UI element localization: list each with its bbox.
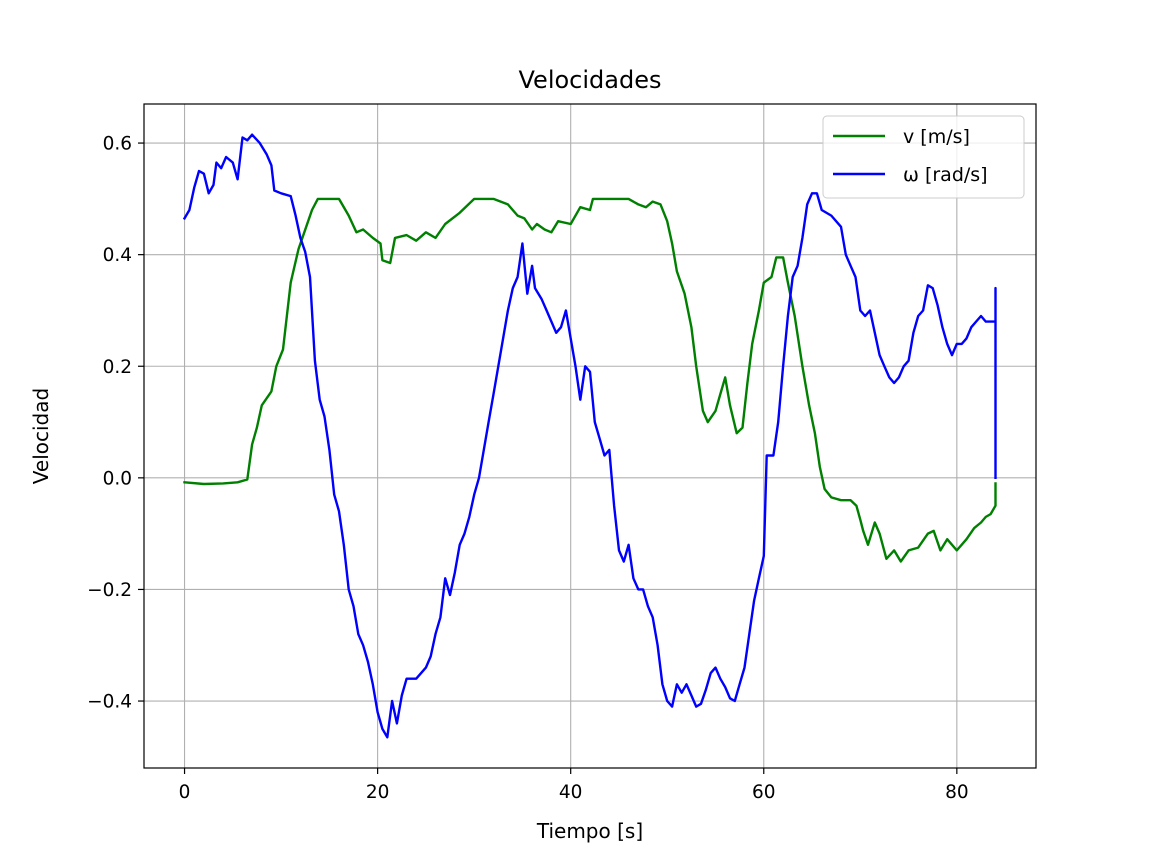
series-layer: [182, 133, 997, 739]
series-line-omega: [182, 133, 997, 739]
x-tick-label: 80: [945, 782, 969, 803]
legend: v [m/s] ω [rad/s]: [822, 115, 1025, 199]
x-axis-ticks: 0 20 40 60 80: [179, 768, 969, 803]
x-axis-label: Tiempo [s]: [536, 819, 643, 843]
y-tick-label: 0.4: [103, 245, 132, 266]
plot-frame: [143, 103, 1037, 769]
y-axis-label: Velocidad: [29, 388, 53, 484]
x-tick-label: 60: [752, 782, 776, 803]
y-axis-ticks: −0.4 −0.2 0.0 0.2 0.4 0.6: [87, 134, 144, 713]
legend-label-v: v [m/s]: [903, 126, 970, 148]
y-tick-label: −0.2: [87, 580, 132, 601]
x-tick-label: 40: [559, 782, 583, 803]
y-tick-label: 0.6: [103, 134, 132, 155]
y-tick-label: 0.0: [103, 468, 132, 489]
x-tick-label: 20: [366, 782, 390, 803]
chart-title: Velocidades: [519, 66, 662, 94]
y-tick-label: 0.2: [103, 357, 132, 378]
series-line-v: [183, 197, 997, 563]
x-tick-label: 0: [179, 782, 191, 803]
y-tick-label: −0.4: [87, 692, 132, 713]
legend-label-omega: ω [rad/s]: [903, 164, 988, 186]
